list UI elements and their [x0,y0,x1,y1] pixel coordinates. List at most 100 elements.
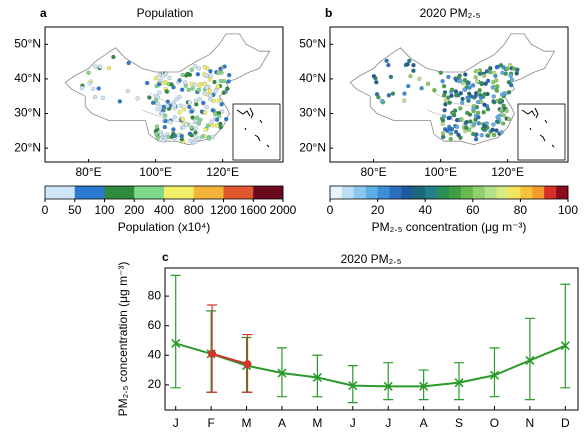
inset-frame [517,103,566,161]
map-dot [449,87,455,92]
map-dot [196,66,201,71]
map-dot [215,84,221,89]
map-dot [177,78,182,83]
colorbar-cell [104,186,135,199]
x-tick-label: A [420,416,428,430]
map-dot [164,89,169,94]
map-dot [509,77,514,82]
y-axis-label: PM₂.₅ concentration (μg m⁻³) [116,262,130,417]
map-dot [475,79,480,84]
colorbar-cell [401,186,414,199]
map-dot [202,81,207,86]
axes-frame [164,267,579,411]
map-dot [508,62,513,68]
map-dot [440,79,445,84]
map-dot [79,85,85,91]
map-dot [214,123,219,128]
map-dot [172,115,177,120]
map-dot [477,88,482,93]
map-dot [205,123,211,128]
colorbar-cell [377,186,390,199]
error-bar [312,354,323,398]
x-tick-label: J [385,416,391,430]
country-outline [349,33,556,146]
error-bar [170,274,181,389]
colorbar-cell [437,186,450,199]
map-dot [216,98,221,103]
inset-islands [521,107,555,148]
map-dot [195,115,200,120]
map-dot [476,121,481,126]
map-dot [190,86,195,91]
map-dot [156,135,161,140]
map-dot [494,65,499,70]
colorbar-label: PM₂.₅ concentration (μg m⁻³) [372,220,527,234]
map-dot [186,87,191,93]
colorbar-frame [329,185,569,200]
error-bar [454,362,465,401]
map-dot [212,79,217,85]
map-dot [440,118,446,123]
y-tick-label: 50°N [14,36,41,50]
panel-label: a [40,6,47,20]
map-dot [447,100,452,105]
colorbar-tick-label: 800 [184,203,204,217]
colorbar-cell [484,186,497,199]
y-tick-label: 50°N [299,36,326,50]
map-dot [490,85,495,90]
map-dot [376,95,381,100]
map-dot [454,129,459,134]
map-dot [172,103,177,108]
map-dot [462,77,467,83]
map-dot [171,127,176,132]
map-dot [446,95,451,100]
y-tick-label: 40°N [299,71,326,85]
map-dot [86,70,91,75]
map-dot [180,72,185,78]
map-dot [459,117,464,122]
map-dot [197,83,203,88]
error-bar [418,369,429,401]
map-dot [426,81,431,86]
colorbar-tick-label: 50 [68,203,82,217]
map-dot [419,86,424,91]
panel-title: 2020 PM₂.₅ [341,252,402,266]
inset-islands [236,107,270,148]
colorbar-cell [164,186,195,199]
map-dot [208,73,213,78]
map-dot [488,69,493,75]
map-dot [180,87,185,92]
map-dot [481,110,486,115]
map-dot [407,58,412,63]
map-dot [219,70,224,75]
map-dot [196,136,201,141]
map-dot [153,76,158,81]
point [454,378,464,388]
map-dot [227,72,232,78]
map-dot [210,135,215,140]
map-dot [442,93,447,98]
x-tick-label: S [455,416,463,430]
colorbar-cell [472,186,485,199]
y-tick-label: 40 [148,347,162,361]
map-dot [504,66,510,71]
map-dot [371,74,376,79]
map-dot [169,82,174,87]
map-dot [476,115,481,120]
map-dot [204,73,209,78]
colorbar-tick-label: 60 [466,203,480,217]
map-dot [464,119,469,125]
map-dot [93,64,98,69]
colorbar-tick-label: 20 [371,203,385,217]
map-dot [161,104,166,110]
x-tick-label: M [312,416,322,430]
map-dot [190,115,195,120]
map-dot [196,121,201,126]
map-dot [492,70,497,75]
map-dot [192,63,197,69]
map-dot [463,72,468,77]
map-dot [453,108,458,113]
x-tick-label: N [526,416,535,430]
colorbar-tick-label: 1200 [210,203,237,217]
colorbar-cell [520,186,533,199]
